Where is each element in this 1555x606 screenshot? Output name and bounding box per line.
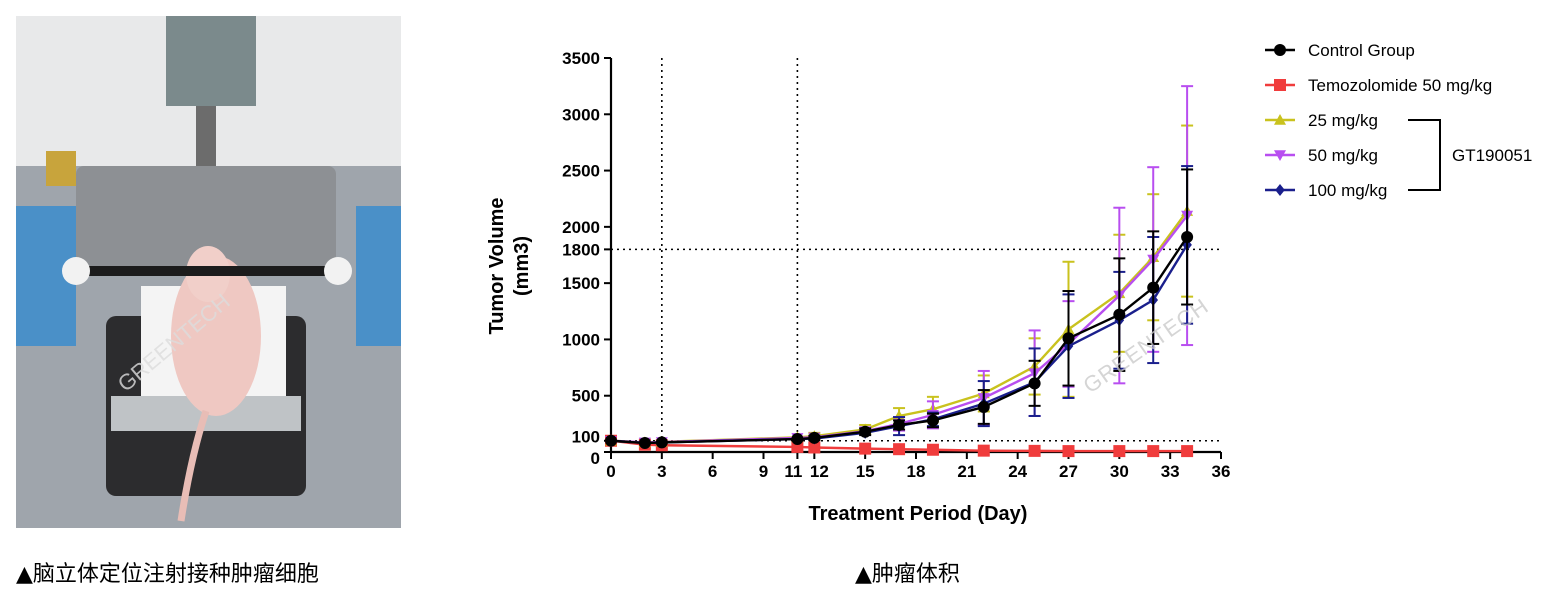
legend-marker [1274,44,1286,56]
y-tick-label: 1500 [562,274,600,293]
y-axis-title-line2: (mm3) [511,236,533,296]
x-tick-label: 15 [856,462,875,481]
x-tick-label: 27 [1059,462,1078,481]
x-axis-title: Treatment Period (Day) [809,503,1028,525]
data-point [655,436,668,449]
y-tick-label: 500 [572,387,600,406]
legend-marker [1274,150,1286,161]
y-tick-label: 1800 [562,240,600,259]
series-dose50 [605,85,1194,449]
legend-label: Control Group [1308,41,1415,60]
data-point [1181,230,1194,243]
data-point [638,436,651,449]
series-line-control [610,236,1189,445]
x-tick-label: 24 [1008,462,1027,481]
x-tick-label: 0 [606,462,615,481]
y-tick-label: 1000 [562,330,600,349]
y-tick-label: 3500 [562,49,600,68]
data-point [1028,377,1041,390]
data-point [859,442,872,455]
x-tick-label: 30 [1110,462,1129,481]
y-tick-label: 2500 [562,162,600,181]
legend-item-dose50: 50 mg/kg [1265,146,1378,165]
stereotaxic-photo [16,16,401,528]
data-point [1181,445,1194,458]
group-label: GT190051 [1452,146,1532,165]
x-tick-label: 36 [1212,462,1231,481]
data-point [977,400,990,413]
x-tick-label: 18 [907,462,926,481]
series-line-temozolomide [610,439,1188,453]
data-point [1113,308,1126,321]
group-bracket [1408,119,1441,191]
y-axis-title-line1: Tumor Volume [486,197,508,334]
y-tick-label: 2000 [562,218,600,237]
data-point [893,443,906,456]
legend-item-control: Control Group [1265,41,1415,60]
series-dose25 [605,124,1194,448]
data-point [1028,444,1041,457]
data-point [1147,445,1160,458]
legend-label: 25 mg/kg [1308,111,1378,130]
legend-item-dose100: 100 mg/kg [1265,181,1387,200]
series-layer [605,85,1194,458]
caption-right: ▲肿瘤体积 [855,562,960,587]
x-tick-label: 11 [784,462,802,481]
data-point [926,443,939,456]
data-point [791,433,804,446]
x-tick-label: 12 [810,462,829,481]
legend-item-dose25: 25 mg/kg [1265,111,1378,130]
legend-marker [1275,184,1285,196]
data-point [893,418,906,431]
x-tick-label: 3 [657,462,666,481]
data-point [1062,332,1075,345]
data-point [605,434,617,447]
legend-label: 100 mg/kg [1308,181,1387,200]
x-tick-label: 9 [759,462,768,481]
data-point [977,444,990,457]
legend-label: 50 mg/kg [1308,146,1378,165]
data-point [1147,281,1160,294]
data-point [808,431,821,444]
data-point [859,425,872,438]
y-tick-label: 3000 [562,105,600,124]
legend-marker [1274,114,1286,125]
series-control [605,168,1194,449]
x-tick-label: 33 [1161,462,1180,481]
legend-marker [1274,79,1286,91]
data-point [1113,445,1126,458]
caption-left: ▲脑立体定位注射接种肿瘤细胞 [16,562,319,587]
data-point [808,441,821,454]
data-point [1062,445,1075,458]
legend-item-temozolomide: Temozolomide 50 mg/kg [1265,76,1492,95]
reference-lines [611,58,1221,452]
y-tick-label: 0 [591,449,600,468]
legend: Control Group Temozolomide 50 mg/kg 25 mg/… [1265,41,1532,200]
legend-label: Temozolomide 50 mg/kg [1308,76,1492,95]
x-tick-label: 6 [708,462,717,481]
y-tick-label: 100 [572,428,600,447]
data-point [926,414,939,427]
x-tick-label: 21 [957,462,976,481]
series-temozolomide [605,434,1194,458]
